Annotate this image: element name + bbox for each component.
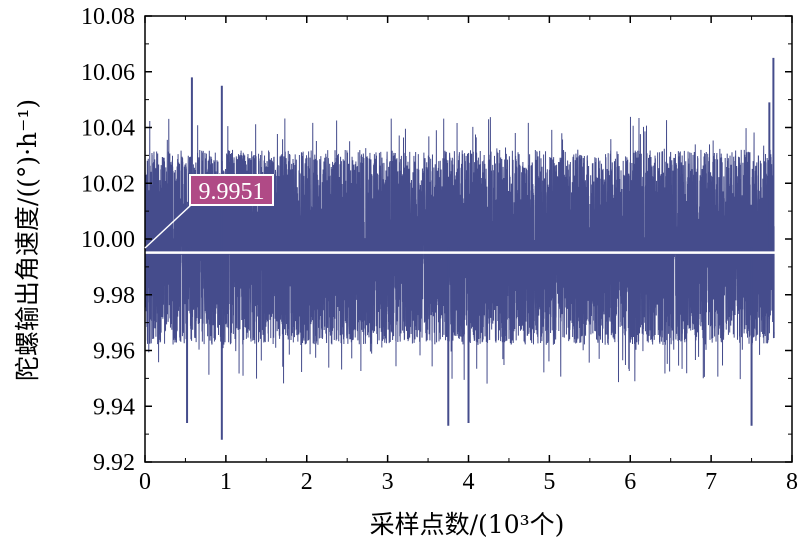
x-tick-label: 7 [705, 469, 717, 495]
y-tick-label: 9.94 [93, 394, 135, 420]
y-axis-title: 陀螺输出角速度/((°)·h⁻¹) [13, 99, 42, 381]
y-tick-label: 9.98 [93, 283, 135, 309]
annotation-label-box [189, 174, 274, 206]
x-tick-label: 6 [624, 469, 636, 495]
x-tick-label: 3 [382, 469, 394, 495]
x-tick-label: 4 [463, 469, 475, 495]
y-tick-label: 10.08 [81, 4, 135, 30]
y-axis: 9.92 9.94 9.96 9.98 10.00 10.02 10.04 10.06 10.0… [81, 4, 792, 476]
y-tick-label: 10.00 [81, 227, 135, 253]
y-tick-label: 10.06 [81, 60, 135, 86]
x-tick-label: 8 [786, 469, 798, 495]
x-tick-label: 0 [139, 469, 151, 495]
annotation-label-text: 9.9951 [199, 179, 265, 205]
signal-series-line [145, 116, 775, 384]
y-tick-label: 10.04 [81, 116, 135, 142]
y-tick-label: 9.92 [93, 450, 135, 476]
x-tick-label: 2 [301, 469, 313, 495]
x-axis: 0 1 2 3 4 5 6 7 8 [139, 16, 798, 495]
x-axis-title: 采样点数/(10³个) [370, 510, 565, 539]
x-tick-label: 5 [543, 469, 555, 495]
y-tick-label: 10.02 [81, 171, 135, 197]
y-tick-label: 9.96 [93, 339, 135, 365]
x-tick-label: 1 [220, 469, 232, 495]
mean-annotation: 9.9951 [144, 174, 274, 249]
plot-area [144, 15, 793, 463]
annotation-leader-line [144, 204, 192, 249]
